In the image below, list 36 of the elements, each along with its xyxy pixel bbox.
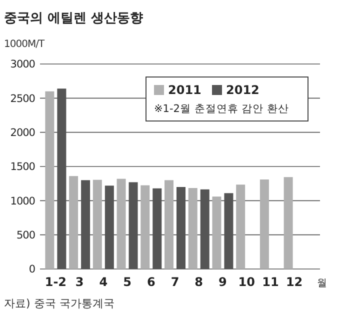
- x-tick-label: 7: [170, 275, 180, 289]
- x-tick-label: 3: [75, 275, 84, 289]
- x-tick-label: 10: [238, 275, 255, 289]
- bar: [212, 196, 222, 269]
- y-tick-label: 0: [28, 264, 35, 276]
- y-tick-label: 500: [16, 230, 35, 242]
- y-tick-label: 2000: [10, 127, 35, 140]
- y-tick-label: 1000: [10, 195, 35, 208]
- legend-label: 2012: [226, 83, 260, 97]
- bar: [69, 176, 78, 269]
- x-tick-label: 5: [123, 275, 132, 289]
- y-tick-label: 3000: [10, 58, 35, 71]
- bar: [188, 188, 198, 269]
- x-tick-label: 12: [286, 275, 303, 289]
- x-axis-title: 월: [317, 278, 327, 289]
- bar: [45, 91, 54, 269]
- y-tick-label: 2500: [10, 92, 35, 105]
- x-tick-label: 1-2: [44, 275, 67, 289]
- bar: [92, 180, 102, 269]
- chart-title: 중국의 에틸렌 생산동향: [4, 11, 144, 26]
- y-tick-label: 1500: [10, 161, 35, 174]
- bar: [140, 185, 150, 269]
- x-tick-label: 11: [262, 275, 279, 289]
- bar: [236, 184, 246, 269]
- bar: [284, 177, 293, 269]
- text: 자료) 중국 국가통계국: [4, 297, 114, 310]
- x-tick-label: 9: [218, 275, 227, 289]
- annotation: ※1-2월 춘절연휴 감안 환산: [154, 103, 289, 115]
- x-tick-label: 8: [194, 275, 204, 289]
- y-axis-title: 1000M/T: [4, 39, 46, 50]
- bar: [260, 179, 269, 269]
- x-tick-label: 4: [99, 275, 108, 289]
- bar: [116, 178, 126, 269]
- x-tick-label: 6: [146, 275, 156, 289]
- legend-label: 2011: [168, 83, 202, 97]
- bar: [164, 180, 174, 269]
